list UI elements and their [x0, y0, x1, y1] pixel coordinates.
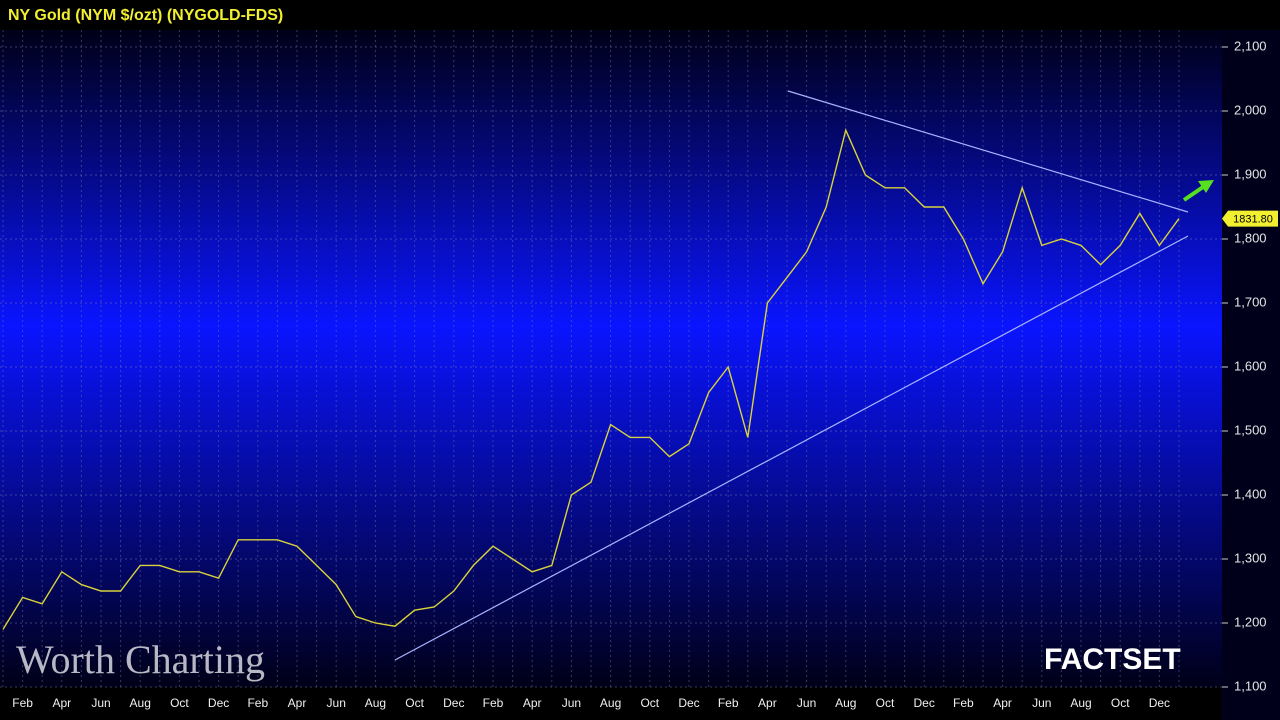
- y-tick-label: 1,500: [1234, 422, 1267, 437]
- x-tick-label: Feb: [483, 696, 504, 710]
- factset-logo: FACTSET: [1044, 643, 1181, 676]
- green-arrow: [1182, 180, 1214, 202]
- last-price-label: 1831.80: [1233, 214, 1273, 226]
- x-tick-label: Dec: [208, 696, 229, 710]
- resistance-trendline: [787, 90, 1189, 213]
- x-tick-label: Aug: [130, 696, 151, 710]
- chart-title: NY Gold (NYM $/ozt) (NYGOLD-FDS): [8, 7, 283, 24]
- x-tick-label: Oct: [170, 696, 189, 710]
- watermark: Worth Charting: [16, 637, 265, 682]
- x-tick-label: Dec: [678, 696, 699, 710]
- x-tick-label: Apr: [52, 696, 71, 710]
- y-tick-label: 2,000: [1234, 102, 1267, 117]
- x-tick-label: Aug: [1070, 696, 1091, 710]
- y-tick-label: 1,600: [1234, 358, 1267, 373]
- support-trendline: [394, 235, 1189, 661]
- y-tick-label: 1,100: [1234, 678, 1267, 693]
- x-tick-label: Apr: [523, 696, 542, 710]
- x-tick-label: Aug: [600, 696, 621, 710]
- y-tick-label: 1,700: [1234, 294, 1267, 309]
- x-tick-label: Jun: [797, 696, 816, 710]
- y-tick-label: 2,100: [1234, 38, 1267, 53]
- x-tick-label: Feb: [718, 696, 739, 710]
- x-tick-label: Feb: [12, 696, 33, 710]
- last-price-tag: [1222, 210, 1278, 227]
- x-tick-label: Aug: [835, 696, 856, 710]
- x-tick-label: Apr: [288, 696, 307, 710]
- grid: [0, 30, 1222, 688]
- x-tick-label: Feb: [247, 696, 268, 710]
- x-tick-label: Jun: [562, 696, 581, 710]
- x-tick-label: Dec: [914, 696, 935, 710]
- axis-panel: [1222, 30, 1280, 720]
- y-tick-label: 1,200: [1234, 614, 1267, 629]
- x-tick-label: Oct: [876, 696, 895, 710]
- x-tick-label: Apr: [758, 696, 777, 710]
- plot-area: [0, 30, 1222, 687]
- y-tick-label: 1,400: [1234, 486, 1267, 501]
- x-tick-label: Oct: [640, 696, 659, 710]
- x-tick-label: Oct: [1111, 696, 1130, 710]
- x-tick-label: Feb: [953, 696, 974, 710]
- x-tick-label: Dec: [1149, 696, 1170, 710]
- x-tick-label: Oct: [405, 696, 424, 710]
- x-tick-label: Apr: [993, 696, 1012, 710]
- price-line: [2, 128, 1180, 630]
- x-tick-label: Jun: [327, 696, 346, 710]
- x-tick-label: Jun: [1032, 696, 1051, 710]
- x-tick-label: Jun: [91, 696, 110, 710]
- y-tick-label: 1,800: [1234, 230, 1267, 245]
- x-tick-label: Aug: [365, 696, 386, 710]
- x-tick-label: Dec: [443, 696, 464, 710]
- y-tick-label: 1,900: [1234, 166, 1267, 181]
- marks: [2, 128, 1180, 630]
- y-tick-label: 1,300: [1234, 550, 1267, 565]
